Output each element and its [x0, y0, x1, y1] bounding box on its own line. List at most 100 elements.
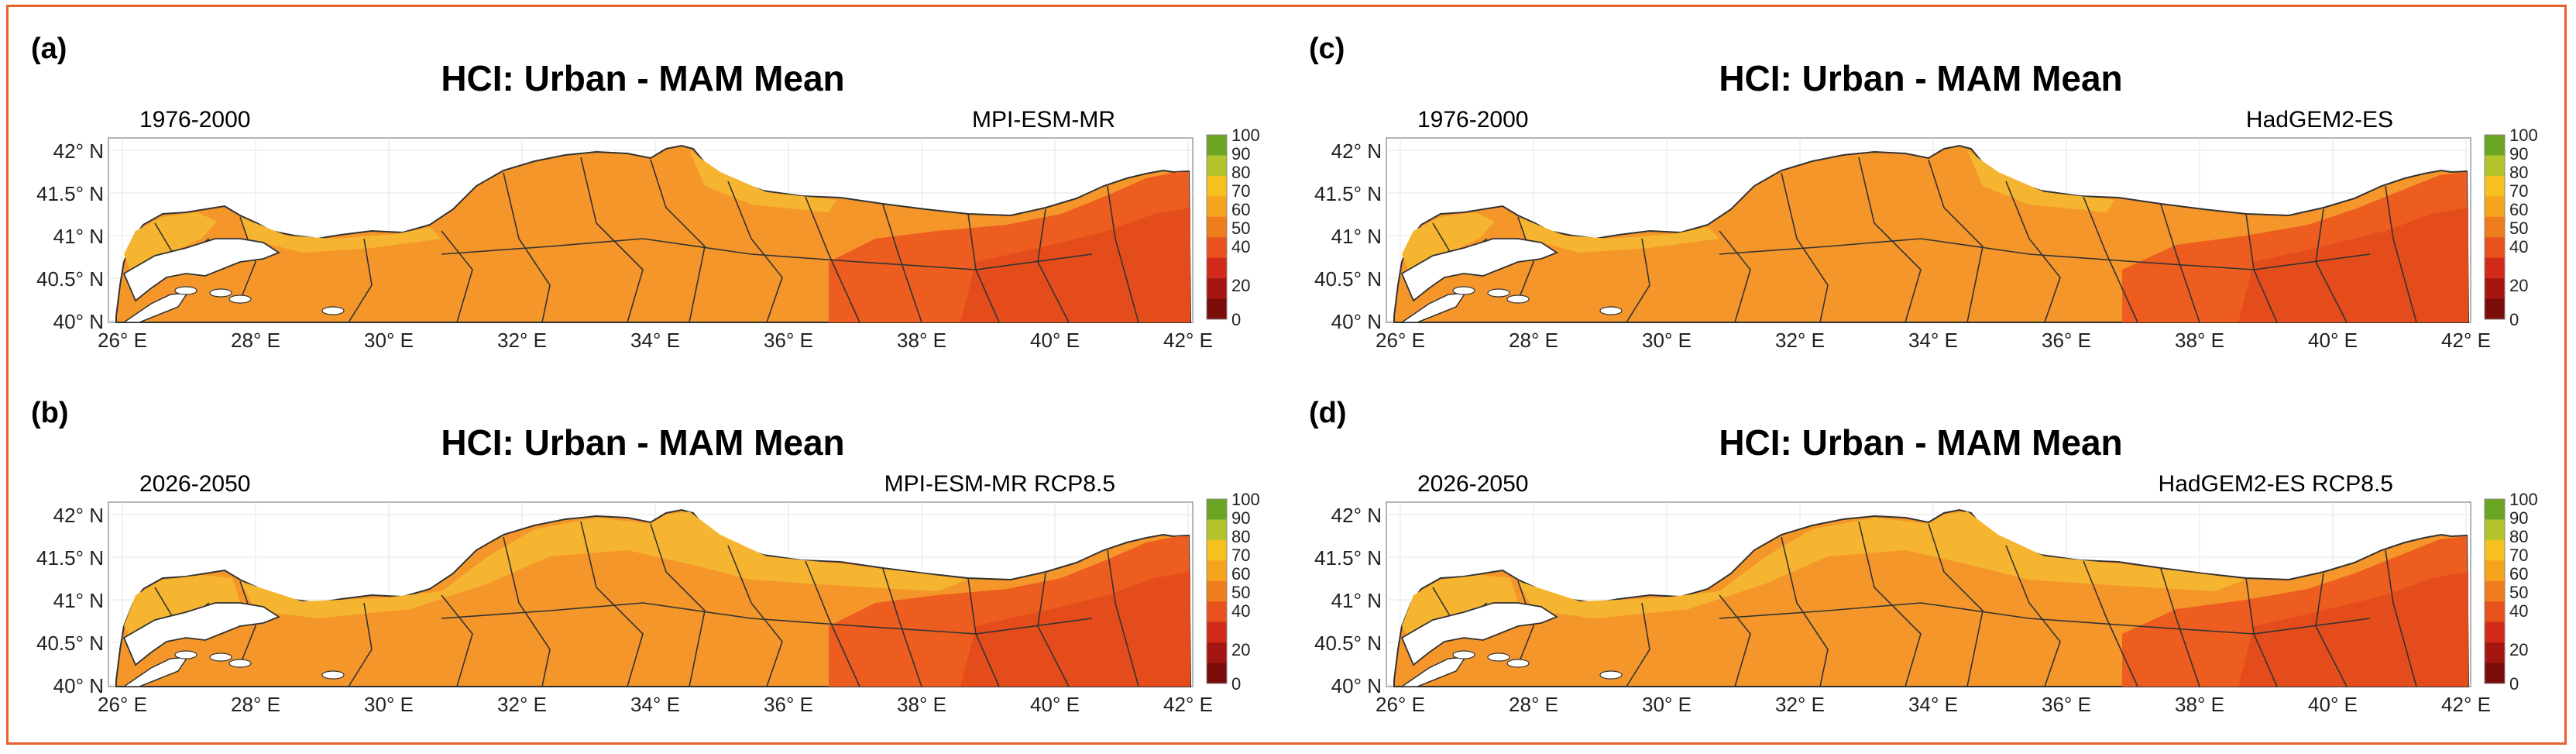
- lon-tick-label: 30° E: [364, 693, 414, 716]
- marmara-sea: [122, 238, 280, 302]
- panel-title: HCI: Urban - MAM Mean: [1719, 58, 2123, 98]
- aegean-sea: [1400, 656, 1467, 687]
- lat-tick-label: 42° N: [53, 504, 104, 527]
- cool-zone: [240, 217, 441, 253]
- colorbar-label: 0: [2509, 674, 2519, 694]
- panel-title: HCI: Urban - MAM Mean: [441, 422, 845, 463]
- province-border: [2083, 560, 2138, 687]
- lon-tick-label: 28° E: [1509, 693, 1558, 716]
- lake: [174, 286, 197, 295]
- colorbar-label: 80: [2509, 527, 2528, 546]
- province-border: [1626, 238, 1650, 323]
- lat-tick-label: 40.5° N: [36, 632, 104, 655]
- period-label: 1976-2000: [1417, 107, 1529, 133]
- province-border: [2083, 196, 2138, 323]
- colorbar-frame: [2484, 498, 2506, 684]
- lat-tick-label: 42° N: [1331, 504, 1382, 527]
- lat-tick-label: 41.5° N: [1314, 546, 1382, 570]
- province-border: [1781, 536, 1829, 687]
- panel-title: HCI: Urban - MAM Mean: [1719, 422, 2123, 463]
- colorbar-segment: [1207, 278, 1227, 300]
- province-border: [2005, 545, 2061, 687]
- province-border: [727, 545, 783, 687]
- colorbar-segment: [2485, 601, 2505, 623]
- panel-b: (b) HCI: Urban - MAM Mean 2026-2050 MPI-…: [8, 370, 1278, 735]
- colorbar-frame: [1206, 134, 1228, 320]
- model-label: HadGEM2-ES RCP8.5: [2158, 471, 2393, 497]
- province-border: [2385, 549, 2417, 687]
- colorbar-segment: [1207, 601, 1227, 623]
- lon-tick-label: 36° E: [764, 329, 813, 352]
- lon-tick-label: 32° E: [497, 693, 547, 716]
- colorbar-segment: [2485, 519, 2505, 541]
- colorbar-label: 60: [2509, 564, 2528, 584]
- lake: [1487, 652, 1510, 662]
- cool-zone: [124, 212, 217, 274]
- panel-c: (c) HCI: Urban - MAM Mean 1976-2000 HadG…: [1286, 6, 2556, 370]
- lat-tick-label: 40.5° N: [1314, 267, 1382, 291]
- lon-tick-label: 40° E: [2308, 693, 2358, 716]
- colorbar-segment: [2485, 663, 2505, 684]
- lake: [1506, 659, 1530, 668]
- colorbar-segment: [1207, 663, 1227, 684]
- panel-letter: (b): [31, 397, 69, 429]
- lake: [209, 288, 232, 298]
- province-border: [1719, 230, 1751, 323]
- lon-tick-label: 38° E: [2175, 693, 2224, 716]
- lon-tick-label: 38° E: [897, 329, 946, 352]
- lon-tick-label: 34° E: [630, 693, 680, 716]
- model-label: MPI-ESM-MR: [972, 107, 1115, 133]
- colorbar-segment: [1207, 539, 1227, 561]
- lon-tick-label: 30° E: [1642, 693, 1692, 716]
- province-border: [882, 204, 922, 323]
- lat-tick-label: 40.5° N: [36, 267, 104, 291]
- lon-tick-label: 28° E: [231, 329, 280, 352]
- province-border: [650, 159, 706, 323]
- colorbar-segment: [2485, 155, 2505, 177]
- lat-tick-label: 40° N: [53, 674, 104, 697]
- colorbar-segment: [2485, 196, 2505, 218]
- marmara-sea: [1400, 238, 1558, 302]
- lake: [209, 652, 232, 662]
- lon-tick-label: 42° E: [2441, 329, 2491, 352]
- lat-tick-label: 41.5° N: [1314, 182, 1382, 205]
- colorbar-segment: [2485, 216, 2505, 238]
- map-svg: 42° N 41.5° N 41° N 40.5° N 40° N26° E 28° E 3…: [36, 490, 1260, 716]
- province-border: [1719, 238, 2371, 270]
- colorbar-segment: [1207, 257, 1227, 279]
- colorbar-segment: [2485, 257, 2505, 279]
- panel-d: (d) HCI: Urban - MAM Mean 2026-2050 HadG…: [1286, 370, 2556, 735]
- province-border: [1858, 521, 1922, 687]
- lat-tick-label: 42° N: [53, 139, 104, 163]
- lat-tick-label: 40° N: [1331, 310, 1382, 333]
- model-label: HadGEM2-ES: [2245, 107, 2393, 133]
- lon-tick-label: 38° E: [2175, 329, 2224, 352]
- colorbar-label: 0: [1231, 310, 1241, 329]
- colorbar-label: 80: [2509, 163, 2528, 182]
- lon-tick-label: 28° E: [231, 693, 280, 716]
- cool-zone: [1402, 212, 1495, 274]
- colorbar-label: 50: [2509, 583, 2528, 602]
- province-border: [580, 521, 644, 687]
- colorbar-segment: [2485, 539, 2505, 561]
- lon-tick-label: 40° E: [1030, 693, 1080, 716]
- lon-tick-label: 42° E: [1163, 329, 1213, 352]
- lat-tick-label: 40° N: [53, 310, 104, 333]
- lon-tick-label: 40° E: [1030, 329, 1080, 352]
- province-border: [727, 181, 783, 323]
- lat-tick-label: 41° N: [53, 589, 104, 612]
- colorbar-segment: [1207, 560, 1227, 582]
- colorbar-label: 40: [1231, 601, 1250, 621]
- colorbar-label: 50: [2509, 219, 2528, 238]
- colorbar-label: 40: [1231, 237, 1250, 256]
- province-border: [239, 216, 256, 301]
- colorbar-label: 90: [1231, 144, 1250, 164]
- colorbar-label: 80: [1231, 163, 1250, 182]
- lake: [1506, 294, 1530, 304]
- province-border: [2160, 204, 2200, 323]
- colorbar-segment: [1207, 580, 1227, 602]
- province-border: [1107, 185, 1139, 323]
- lon-tick-label: 40° E: [2308, 329, 2358, 352]
- colorbar-segment: [2485, 499, 2505, 520]
- lake: [1599, 670, 1623, 680]
